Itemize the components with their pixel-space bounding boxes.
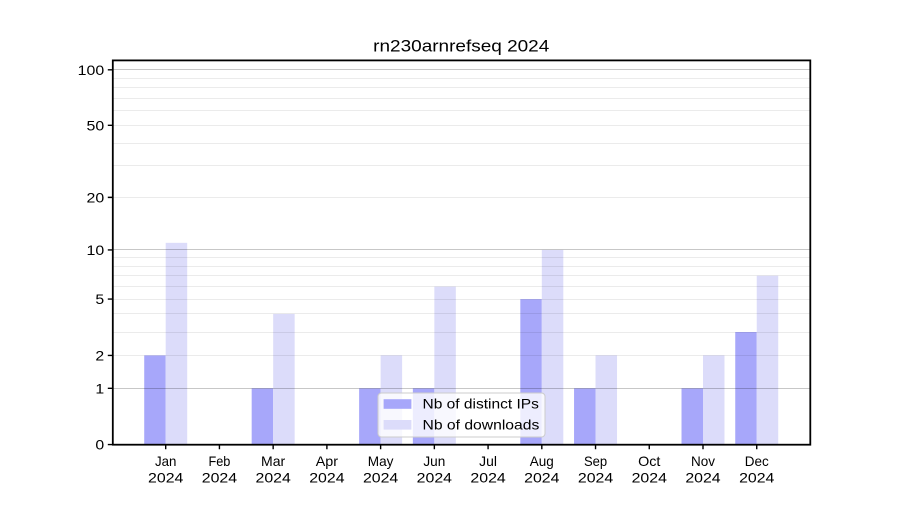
svg-text:Nb of downloads: Nb of downloads [423, 416, 540, 432]
svg-text:Jun: Jun [423, 453, 445, 469]
svg-text:2024: 2024 [417, 469, 453, 485]
svg-text:2024: 2024 [148, 469, 184, 485]
svg-text:1: 1 [95, 380, 104, 396]
svg-text:rn230arnrefseq 2024: rn230arnrefseq 2024 [373, 36, 549, 55]
svg-text:2024: 2024 [578, 469, 614, 485]
svg-text:Nb of distinct IPs: Nb of distinct IPs [423, 396, 539, 412]
svg-text:Jan: Jan [155, 453, 176, 469]
svg-text:20: 20 [87, 189, 105, 205]
svg-text:Apr: Apr [316, 453, 339, 469]
svg-text:2024: 2024 [470, 469, 506, 485]
svg-text:2024: 2024 [309, 469, 345, 485]
svg-text:Oct: Oct [638, 453, 660, 469]
svg-text:2024: 2024 [202, 469, 238, 485]
svg-text:2024: 2024 [632, 469, 668, 485]
svg-text:Sep: Sep [584, 453, 607, 469]
svg-text:2024: 2024 [739, 469, 775, 485]
svg-text:Dec: Dec [745, 453, 769, 469]
svg-text:5: 5 [95, 291, 104, 307]
svg-text:Mar: Mar [261, 453, 286, 469]
svg-text:100: 100 [78, 62, 105, 78]
svg-text:2024: 2024 [685, 469, 721, 485]
svg-text:Feb: Feb [208, 453, 230, 469]
svg-text:Aug: Aug [530, 453, 554, 469]
svg-text:2024: 2024 [256, 469, 292, 485]
svg-text:Nov: Nov [691, 453, 715, 469]
svg-text:0: 0 [95, 437, 104, 453]
svg-text:2024: 2024 [524, 469, 560, 485]
svg-text:2024: 2024 [363, 469, 399, 485]
svg-text:2: 2 [95, 347, 104, 363]
svg-text:Jul: Jul [479, 453, 497, 469]
svg-text:50: 50 [87, 117, 105, 133]
svg-text:10: 10 [87, 242, 105, 258]
svg-text:May: May [368, 453, 394, 469]
